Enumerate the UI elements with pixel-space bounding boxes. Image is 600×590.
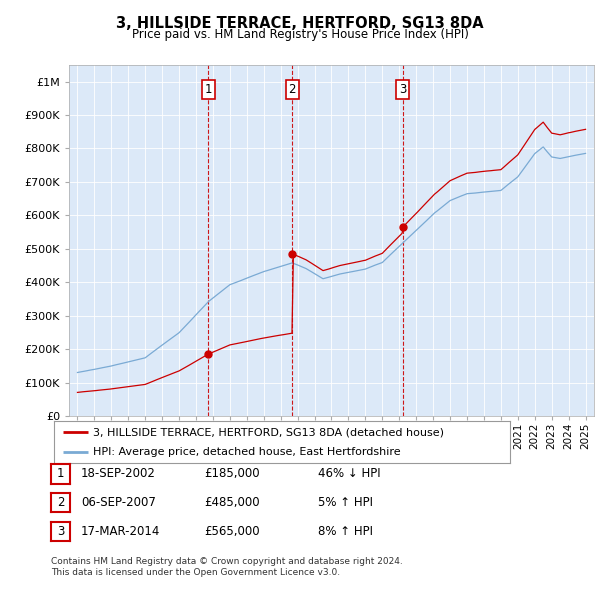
Text: 1: 1 bbox=[205, 83, 212, 96]
Text: £565,000: £565,000 bbox=[204, 525, 260, 538]
Text: £485,000: £485,000 bbox=[204, 496, 260, 509]
Text: 1: 1 bbox=[57, 467, 64, 480]
Text: 2: 2 bbox=[57, 496, 64, 509]
Text: 3: 3 bbox=[399, 83, 406, 96]
Text: 2: 2 bbox=[289, 83, 296, 96]
Text: Contains HM Land Registry data © Crown copyright and database right 2024.: Contains HM Land Registry data © Crown c… bbox=[51, 558, 403, 566]
Text: HPI: Average price, detached house, East Hertfordshire: HPI: Average price, detached house, East… bbox=[93, 447, 400, 457]
Text: 18-SEP-2002: 18-SEP-2002 bbox=[81, 467, 156, 480]
Text: 5% ↑ HPI: 5% ↑ HPI bbox=[318, 496, 373, 509]
Text: 8% ↑ HPI: 8% ↑ HPI bbox=[318, 525, 373, 538]
Text: 17-MAR-2014: 17-MAR-2014 bbox=[81, 525, 160, 538]
Text: £185,000: £185,000 bbox=[204, 467, 260, 480]
Text: 3, HILLSIDE TERRACE, HERTFORD, SG13 8DA: 3, HILLSIDE TERRACE, HERTFORD, SG13 8DA bbox=[116, 16, 484, 31]
Text: 3, HILLSIDE TERRACE, HERTFORD, SG13 8DA (detached house): 3, HILLSIDE TERRACE, HERTFORD, SG13 8DA … bbox=[93, 427, 444, 437]
Text: This data is licensed under the Open Government Licence v3.0.: This data is licensed under the Open Gov… bbox=[51, 568, 340, 577]
Text: 06-SEP-2007: 06-SEP-2007 bbox=[81, 496, 156, 509]
Text: Price paid vs. HM Land Registry's House Price Index (HPI): Price paid vs. HM Land Registry's House … bbox=[131, 28, 469, 41]
Text: 3: 3 bbox=[57, 525, 64, 538]
Text: 46% ↓ HPI: 46% ↓ HPI bbox=[318, 467, 380, 480]
